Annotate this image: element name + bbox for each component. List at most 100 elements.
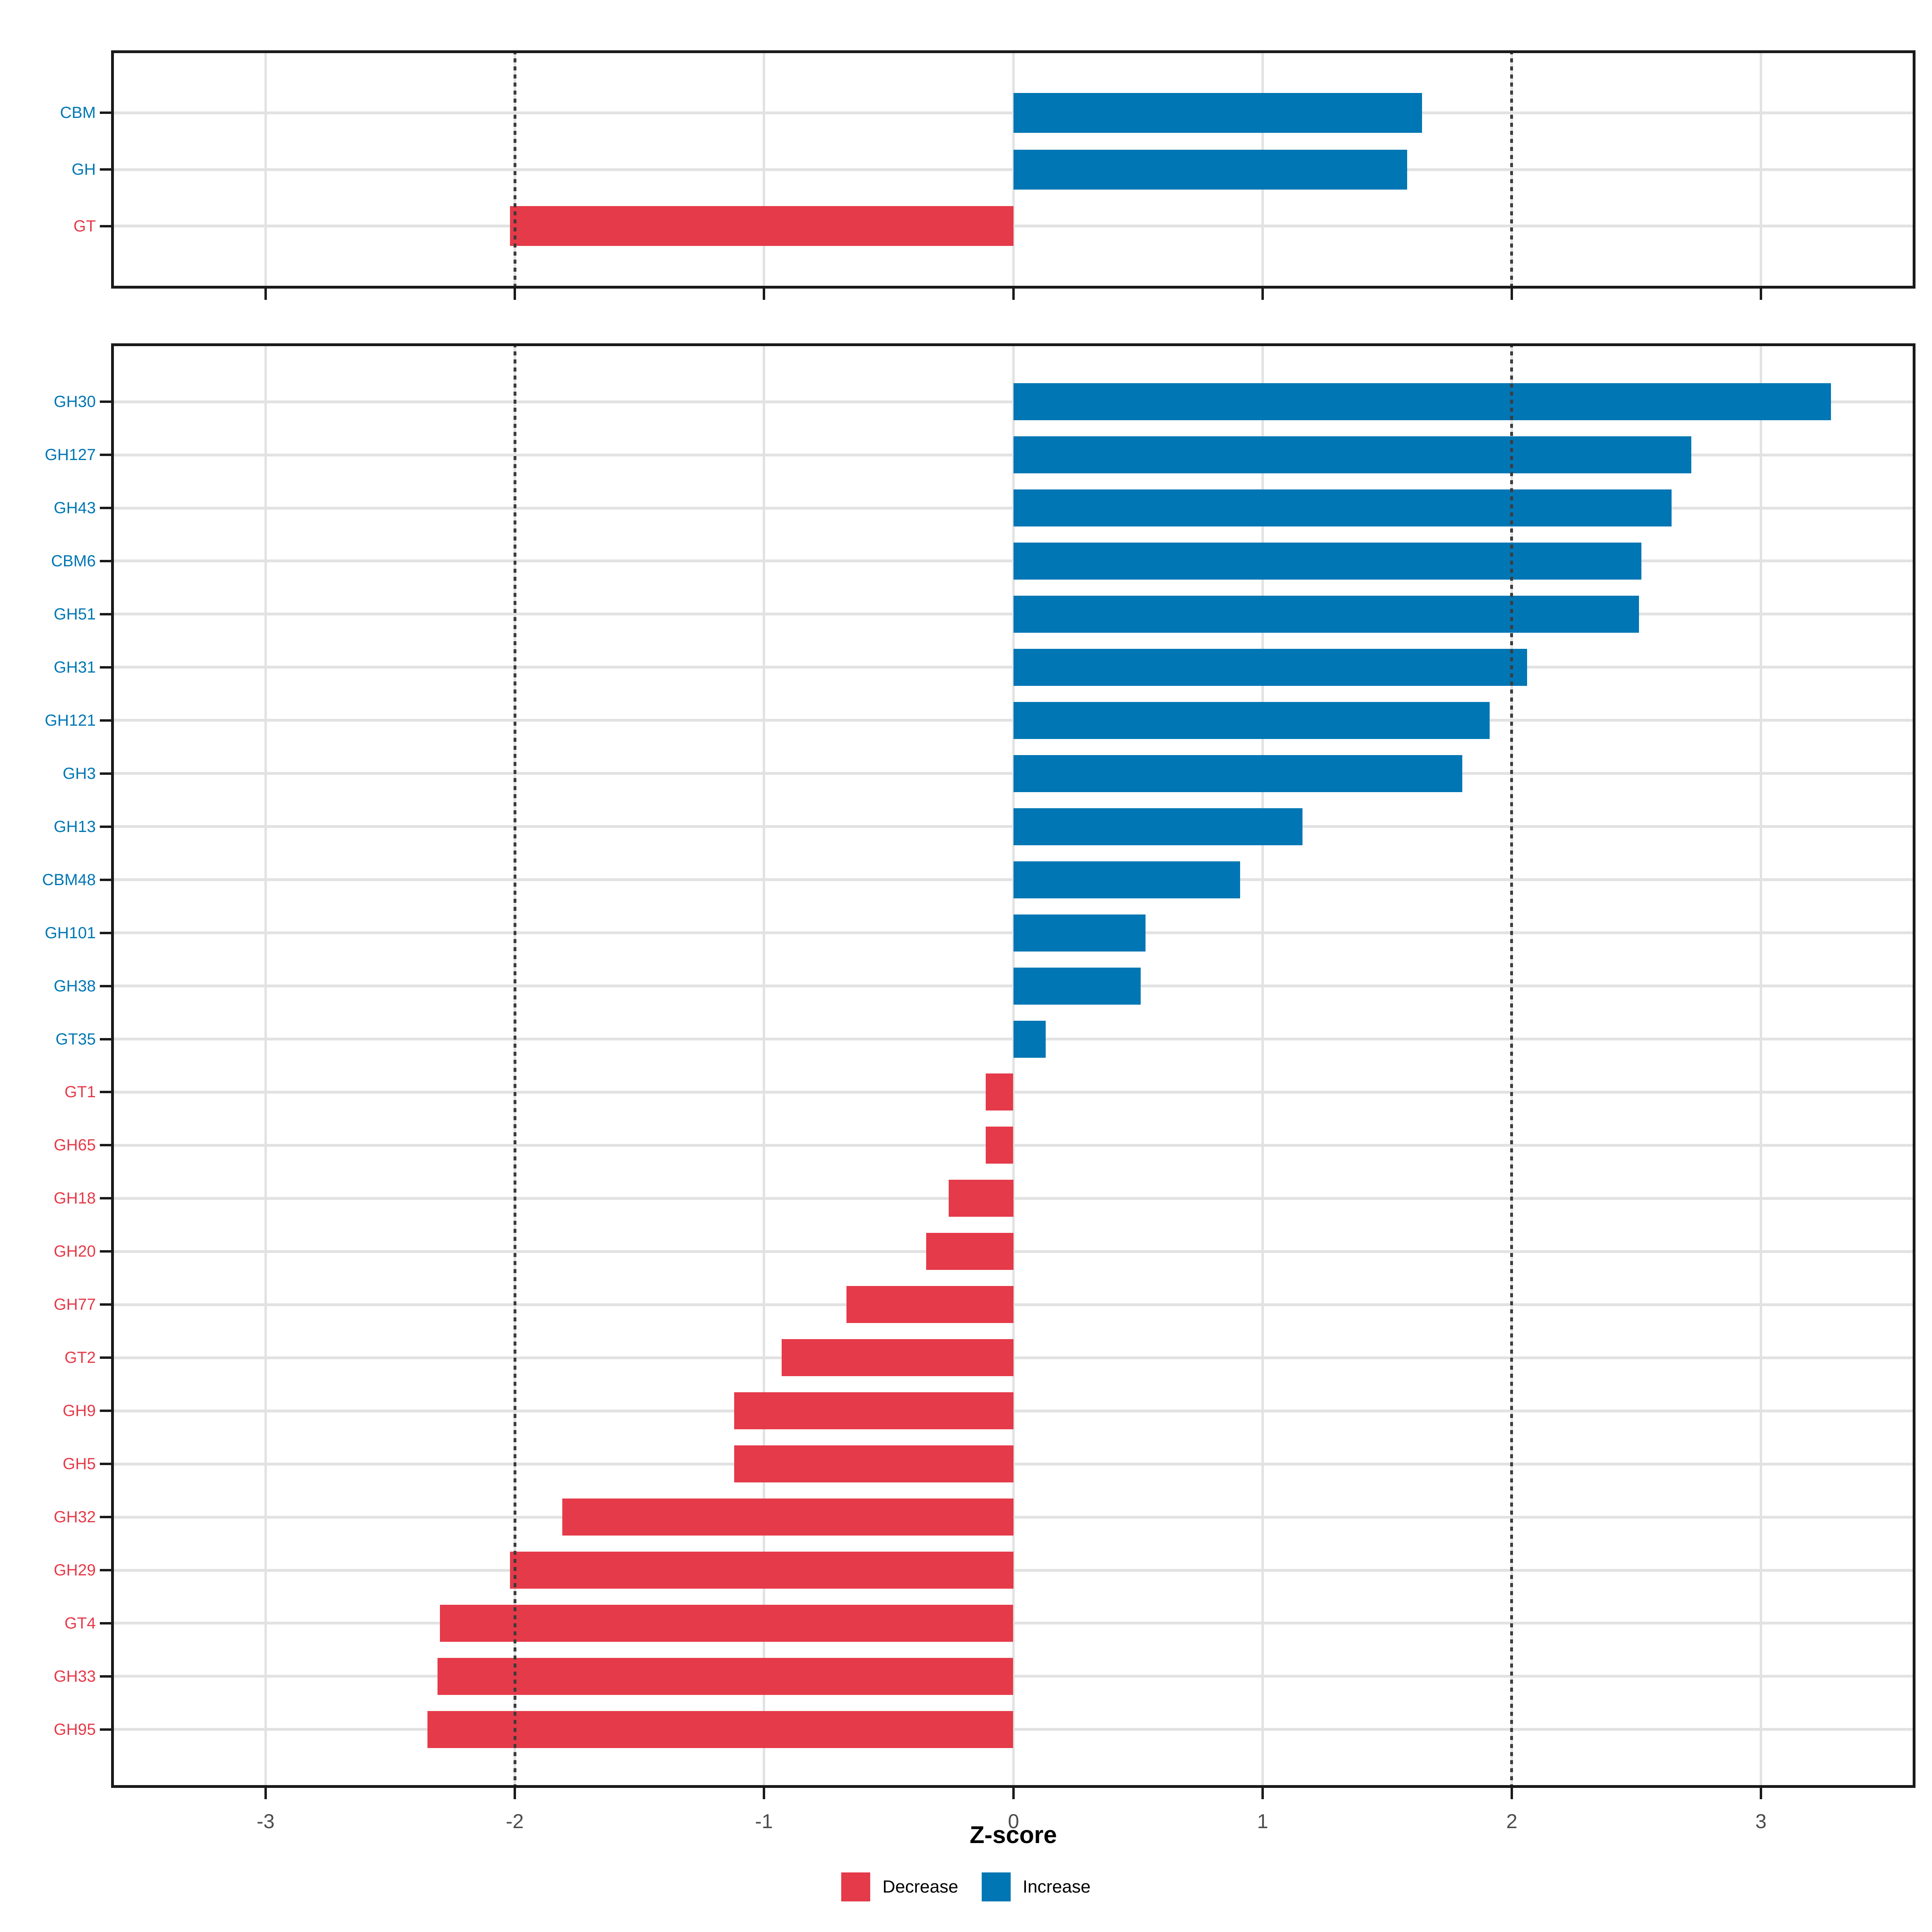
category-label-gh29: GH29 [54, 1561, 96, 1579]
x-tick-label-2: 2 [1506, 1810, 1517, 1833]
y-tick-mark [100, 826, 111, 828]
y-tick-mark [100, 879, 111, 881]
y-tick-mark [100, 225, 111, 227]
bar-gh65 [986, 1127, 1013, 1164]
bar-gh29 [510, 1552, 1013, 1589]
y-tick-mark [100, 1356, 111, 1359]
bar-gt2 [782, 1339, 1013, 1376]
x-tick-mark [1511, 1788, 1513, 1799]
y-tick-mark [100, 168, 111, 171]
y-tick-mark [100, 985, 111, 987]
cazyme-family-panel [111, 343, 1915, 1788]
category-label-gh77: GH77 [54, 1296, 96, 1313]
reference-line--2 [514, 343, 516, 1788]
y-tick-mark [100, 772, 111, 775]
x-tick-mark [514, 1788, 516, 1799]
bar-gh77 [846, 1286, 1013, 1323]
bar-gh127 [1013, 436, 1691, 473]
y-tick-mark [100, 1144, 111, 1146]
increase-color-swatch [981, 1872, 1011, 1901]
category-label-cbm48: CBM48 [42, 871, 96, 889]
y-tick-mark [100, 1197, 111, 1199]
y-tick-mark [100, 1091, 111, 1093]
reference-line--2 [514, 50, 516, 289]
y-tick-mark [100, 1728, 111, 1731]
y-tick-mark [100, 400, 111, 403]
x-tick-mark [1760, 289, 1762, 300]
category-label-gh20: GH20 [54, 1243, 96, 1260]
bar-gh9 [734, 1392, 1013, 1429]
category-label-gh51: GH51 [54, 605, 96, 623]
y-tick-mark [100, 1038, 111, 1040]
y-tick-mark [100, 719, 111, 722]
gridline-vertical [264, 50, 267, 289]
bar-cbm48 [1013, 861, 1240, 898]
bar-gh101 [1013, 914, 1146, 952]
x-tick-mark [514, 289, 516, 300]
category-label-gt: GT [73, 217, 96, 235]
y-tick-mark [100, 1250, 111, 1253]
bar-gh95 [427, 1711, 1013, 1748]
gridline-vertical [763, 343, 765, 1788]
bar-gt4 [440, 1605, 1013, 1642]
x-tick-mark [763, 289, 765, 300]
gridline-vertical [763, 50, 765, 289]
bar-gt [510, 206, 1013, 246]
gridline-vertical [1012, 343, 1015, 1788]
bar-gh30 [1013, 383, 1831, 420]
bar-gh31 [1013, 649, 1527, 686]
gridline-vertical [1261, 343, 1264, 1788]
y-tick-mark [100, 1569, 111, 1571]
bar-gh51 [1013, 596, 1639, 633]
bar-gh [1013, 150, 1407, 190]
bar-gh43 [1013, 489, 1672, 526]
category-label-gh13: GH13 [54, 818, 96, 836]
x-tick-label--1: -1 [755, 1810, 773, 1833]
y-tick-mark [100, 454, 111, 456]
x-tick-mark [1261, 1788, 1264, 1799]
bar-gt35 [1013, 1021, 1046, 1058]
bar-gt1 [986, 1073, 1013, 1110]
category-label-gh101: GH101 [45, 924, 96, 942]
x-tick-label--2: -2 [506, 1810, 524, 1833]
x-axis-title: Z-score [970, 1821, 1057, 1848]
bar-gh13 [1013, 808, 1302, 845]
y-tick-mark [100, 1516, 111, 1518]
category-label-gh30: GH30 [54, 393, 96, 411]
category-label-gh121: GH121 [45, 712, 96, 729]
bar-gh33 [438, 1658, 1013, 1695]
y-tick-mark [100, 1463, 111, 1465]
category-label-gh65: GH65 [54, 1136, 96, 1154]
bar-cbm [1013, 93, 1422, 133]
x-tick-label-0: 0 [1008, 1810, 1019, 1833]
category-label-gh3: GH3 [62, 765, 96, 782]
category-label-gh38: GH38 [54, 977, 96, 995]
category-label-gt2: GT2 [64, 1349, 96, 1366]
category-label-gh31: GH31 [54, 658, 96, 676]
legend: Decrease Increase [0, 1872, 1932, 1901]
x-tick-label--3: -3 [256, 1810, 275, 1833]
category-label-cbm6: CBM6 [51, 552, 96, 570]
y-tick-mark [100, 111, 111, 114]
gridline-vertical [264, 343, 267, 1788]
category-label-gh95: GH95 [54, 1721, 96, 1738]
gridline-vertical [1760, 50, 1762, 289]
reference-line-2 [1510, 50, 1513, 289]
x-tick-mark [1261, 289, 1264, 300]
y-tick-mark [100, 560, 111, 562]
category-label-gh9: GH9 [62, 1402, 96, 1420]
category-label-gh32: GH32 [54, 1508, 96, 1526]
x-tick-label-3: 3 [1755, 1810, 1767, 1833]
y-tick-mark [100, 1410, 111, 1412]
bar-gh121 [1013, 702, 1490, 739]
bar-gh3 [1013, 755, 1462, 792]
category-label-gt1: GT1 [64, 1083, 96, 1101]
legend-item-increase: Increase [981, 1872, 1091, 1901]
category-label-gh127: GH127 [45, 446, 96, 464]
x-tick-mark [1012, 1788, 1015, 1799]
y-tick-mark [100, 1622, 111, 1624]
category-label-gh43: GH43 [54, 499, 96, 517]
y-tick-mark [100, 1675, 111, 1678]
bar-gh32 [562, 1499, 1013, 1536]
category-label-gh: GH [72, 161, 96, 178]
